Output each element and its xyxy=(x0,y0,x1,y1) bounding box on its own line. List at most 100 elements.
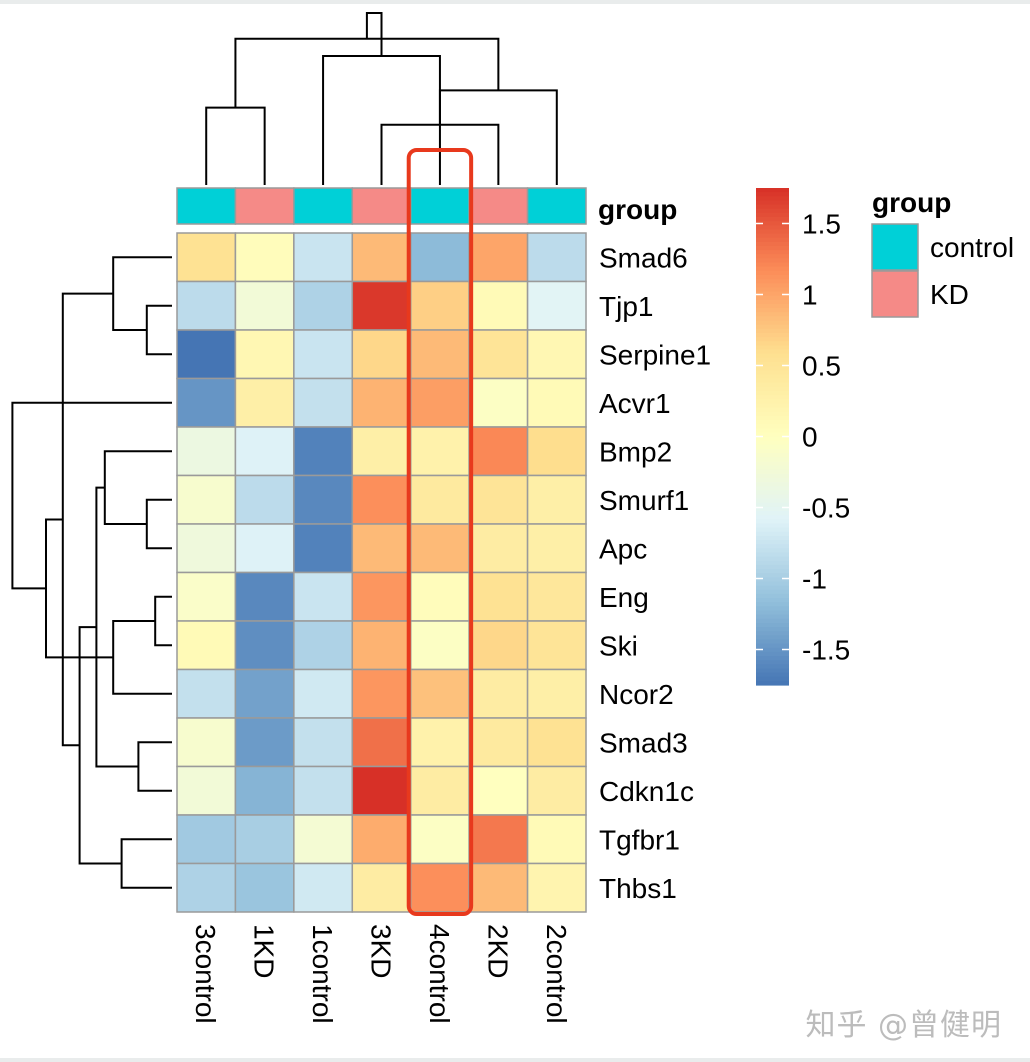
heatmap-cell-Apc-1control xyxy=(293,523,354,574)
colorbar-step xyxy=(756,291,789,297)
heatmap-cell-Tgfbr1-1control xyxy=(293,814,354,865)
heatmap-cell-Smad6-3KD xyxy=(351,232,412,283)
row-label-Cdkn1c: Cdkn1c xyxy=(599,776,694,807)
heatmap-cell-Smad6-1KD xyxy=(234,232,295,283)
annotation-title: group xyxy=(598,194,677,225)
heatmap-cell-Tgfbr1-2control xyxy=(526,814,587,865)
heatmap-cell-Thbs1-2KD xyxy=(468,862,529,913)
annotation-cell-3KD xyxy=(351,187,412,225)
column-label-4control: 4control xyxy=(424,924,455,1024)
colorbar-step xyxy=(756,494,789,500)
group-legend: group control KD xyxy=(871,187,1014,318)
heatmap-cell-Smurf1-3KD xyxy=(351,474,412,525)
heatmap-cell-Bmp2-4control xyxy=(409,426,470,477)
heatmap-cell-Serpine1-3control xyxy=(176,329,237,380)
heatmap-cell-Ski-2KD xyxy=(468,620,529,671)
colorbar-step xyxy=(756,274,789,280)
top-border xyxy=(0,0,1030,4)
colorbar-step xyxy=(756,498,789,504)
heatmap-cell-Apc-3control xyxy=(176,523,237,574)
colorbar-step xyxy=(756,581,789,587)
colorbar-step xyxy=(756,266,789,272)
colorbar-step xyxy=(756,241,789,247)
column-dendrogram-branch-13 xyxy=(365,12,383,56)
heatmap-cell-Ncor2-3control xyxy=(176,668,237,719)
group-legend-title: group xyxy=(872,187,951,218)
colorbar-step xyxy=(756,382,789,388)
colorbar-step xyxy=(756,316,789,322)
colorbar-tick-label: -1 xyxy=(802,564,827,595)
annotation-cell-1KD xyxy=(234,187,295,225)
heatmap-cell-Serpine1-2control xyxy=(526,329,587,380)
heatmap-cell-Ski-3KD xyxy=(351,620,412,671)
heatmap-cell-Apc-2control xyxy=(526,523,587,574)
heatmap-cell-Acvr1-3KD xyxy=(351,377,412,428)
heatmap-cell-Ncor2-1KD xyxy=(234,668,295,719)
colorbar-step xyxy=(756,212,789,218)
colorbar-step xyxy=(756,283,789,288)
legend-swatch-KD xyxy=(871,270,919,318)
row-dendrogram-branch-27 xyxy=(11,401,172,590)
heatmap-cell-Smad3-4control xyxy=(409,717,470,768)
colorbar-step xyxy=(756,204,789,210)
heatmap-cell-Thbs1-3KD xyxy=(351,862,412,913)
annotation-cell-2control xyxy=(526,187,587,225)
colorbar-step xyxy=(756,531,789,537)
highlight-box xyxy=(406,148,474,916)
colorbar-step xyxy=(756,540,789,545)
heatmap-cell-Eng-3KD xyxy=(351,571,412,622)
row-dendrogram-branch-17 xyxy=(154,595,172,647)
heatmap-cell-Cdkn1c-2KD xyxy=(468,765,529,816)
colorbar-step xyxy=(756,378,789,384)
colorbar-step xyxy=(756,457,789,462)
colorbar-step xyxy=(756,208,789,214)
heatmap-cell-Cdkn1c-2control xyxy=(526,765,587,816)
colorbar-step xyxy=(756,647,789,653)
heatmap-cell-Thbs1-2control xyxy=(526,862,587,913)
heatmap-cell-Smad3-3KD xyxy=(351,717,412,768)
row-label-Bmp2: Bmp2 xyxy=(599,436,672,467)
colorbar-step xyxy=(756,415,789,421)
colorbar-step xyxy=(756,341,789,346)
colorbar-step xyxy=(756,229,789,235)
heatmap-cell-Tjp1-1control xyxy=(293,280,354,331)
colorbar-step xyxy=(756,258,789,264)
colorbar-step xyxy=(756,332,789,338)
heatmap-cell-Ski-3control xyxy=(176,620,237,671)
colorbar-step xyxy=(756,656,789,661)
heatmap-cell-Tjp1-3KD xyxy=(351,280,412,331)
heatmap-cell-Apc-2KD xyxy=(468,523,529,574)
colorbar-step xyxy=(756,357,789,363)
heatmap-cell-Ski-2control xyxy=(526,620,587,671)
colorbar-step xyxy=(756,440,789,446)
colorbar-step xyxy=(756,523,789,529)
heatmap-cell-Ski-1control xyxy=(293,620,354,671)
colorbar-step xyxy=(756,593,789,599)
colorbar-step xyxy=(756,245,789,251)
colorbar-step xyxy=(756,279,789,284)
colorbar-step xyxy=(756,448,789,454)
heatmap-cell-Thbs1-3control xyxy=(176,862,237,913)
colorbar-step xyxy=(756,361,789,367)
colorbar-step xyxy=(756,680,789,686)
colorbar-tick-label: -1.5 xyxy=(802,635,850,666)
column-label-3KD: 3KD xyxy=(366,924,397,978)
colorbar-step xyxy=(756,651,789,657)
colorbar-step xyxy=(756,303,789,309)
heatmap-cell-Serpine1-4control xyxy=(409,329,470,380)
colorbar-step xyxy=(756,618,789,624)
row-label-Acvr1: Acvr1 xyxy=(599,388,671,419)
row-dendrogram-branch-20 xyxy=(112,256,172,331)
heatmap-cell-Apc-1KD xyxy=(234,523,295,574)
heatmap-cell-Acvr1-4control xyxy=(409,377,470,428)
colorbar-step xyxy=(756,270,789,276)
colorbar-step xyxy=(756,502,789,508)
colorbar-step xyxy=(756,473,789,479)
heatmap-cell-Ski-4control xyxy=(409,620,470,671)
heatmap-cell-Smad3-2KD xyxy=(468,717,529,768)
bottom-border xyxy=(0,1058,1030,1062)
colorbar-step xyxy=(756,353,789,359)
heatmap-cell-Thbs1-4control xyxy=(409,862,470,913)
row-label-Ncor2: Ncor2 xyxy=(599,679,674,710)
